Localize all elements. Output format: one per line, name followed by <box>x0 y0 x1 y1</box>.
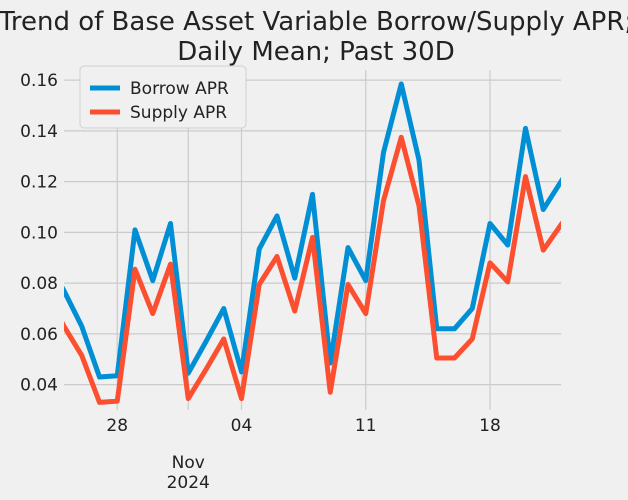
y-tick-label: 0.16 <box>20 71 58 91</box>
y-tick-label: 0.06 <box>20 325 58 345</box>
y-tick-label: 0.12 <box>20 173 58 193</box>
chart-title-line-2: Daily Mean; Past 30D <box>177 37 454 67</box>
x-tick-label: 18 <box>479 416 501 436</box>
x-tick-year-label: 2024 <box>167 473 210 493</box>
legend-box <box>79 65 247 129</box>
x-tick-label: 04 <box>231 416 253 436</box>
legend-label-supply-apr: Supply APR <box>130 103 227 123</box>
chart-title-line-1: Trend of Base Asset Variable Borrow/Supp… <box>0 7 628 37</box>
y-tick-label: 0.14 <box>20 122 58 142</box>
y-tick-label: 0.10 <box>20 223 58 243</box>
y-tick-label: 0.04 <box>20 376 58 396</box>
legend: Borrow APR Supply APR <box>79 65 247 129</box>
x-tick-month-label: Nov <box>172 453 205 473</box>
series-line-borrow-apr <box>64 81 561 380</box>
y-tick-label: 0.08 <box>20 274 58 294</box>
series-line-supply-apr <box>64 134 561 405</box>
x-tick-label: 28 <box>106 416 128 436</box>
plot-area: 0.04 0.06 0.08 0.10 0.12 0.14 0.16 28 04 11 18 Nov2… <box>20 65 561 493</box>
x-tick-label: 11 <box>355 416 377 436</box>
legend-label-borrow-apr: Borrow APR <box>130 79 229 99</box>
